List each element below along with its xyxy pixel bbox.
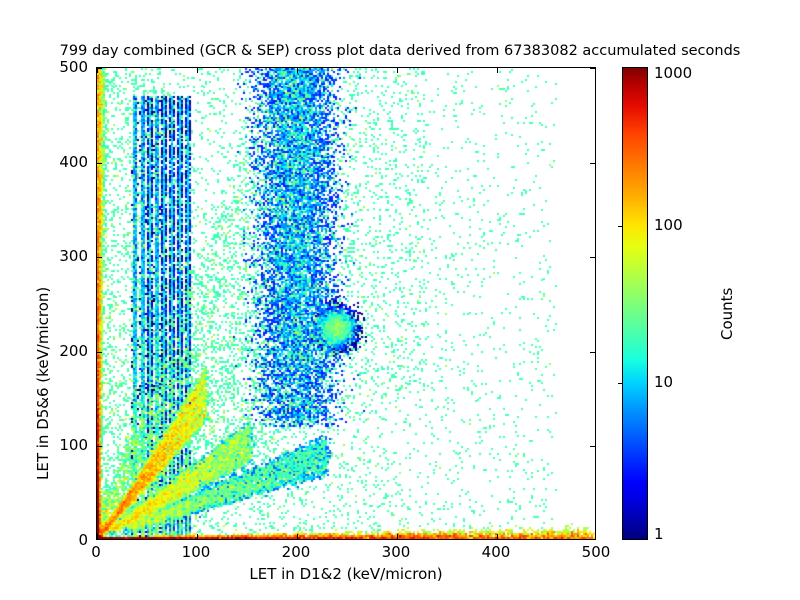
x-tick (397, 68, 398, 73)
title-line-1: 799 day combined (GCR & SEP) cross plot … (59, 43, 741, 59)
y-tick (590, 446, 595, 448)
x-tick-label: 300 (381, 543, 411, 561)
x-tick-label: 0 (91, 543, 101, 561)
heatmap-canvas (97, 68, 595, 539)
y-tick-label: 200 (59, 341, 88, 360)
x-tick (197, 68, 198, 73)
y-tick-label: 100 (59, 436, 88, 455)
y-axis-label: LET in D5&6 (keV/micron) (34, 286, 52, 480)
y-tick (590, 162, 595, 164)
x-axis-label: LET in D1&2 (keV/micron) (249, 565, 443, 583)
x-tick (497, 68, 498, 73)
colorbar-label: Counts (718, 287, 736, 340)
x-tick-label: 200 (281, 543, 311, 561)
y-tick (590, 257, 595, 259)
y-tick-label: 400 (59, 152, 88, 171)
y-tick (590, 351, 595, 353)
y-tick (590, 68, 595, 69)
y-tick (97, 162, 102, 164)
x-tick (97, 534, 98, 539)
y-tick (97, 446, 102, 448)
colorbar-tick (618, 225, 623, 227)
x-tick (497, 534, 498, 539)
y-tick-label: 500 (59, 58, 88, 76)
y-tick (97, 257, 102, 259)
x-tick (97, 68, 98, 73)
plot-area[interactable] (96, 67, 596, 540)
y-tick-label: 300 (59, 247, 88, 266)
x-tick-label: 100 (181, 543, 211, 561)
colorbar-tick-label: 1000 (654, 64, 693, 82)
x-tick (197, 534, 198, 539)
y-tick-label: 0 (78, 531, 88, 549)
colorbar[interactable] (618, 67, 648, 540)
colorbar-tick-label: 100 (654, 215, 683, 234)
colorbar-tick-label: 1 (654, 525, 664, 543)
x-tick-label: 500 (581, 543, 611, 561)
colorbar-tick-label: 10 (654, 373, 674, 392)
colorbar-tick (618, 383, 623, 385)
y-tick (97, 68, 102, 69)
x-tick (297, 534, 298, 539)
x-tick-label: 400 (481, 543, 511, 561)
y-tick (97, 351, 102, 353)
x-tick (397, 534, 398, 539)
x-tick (297, 68, 298, 73)
